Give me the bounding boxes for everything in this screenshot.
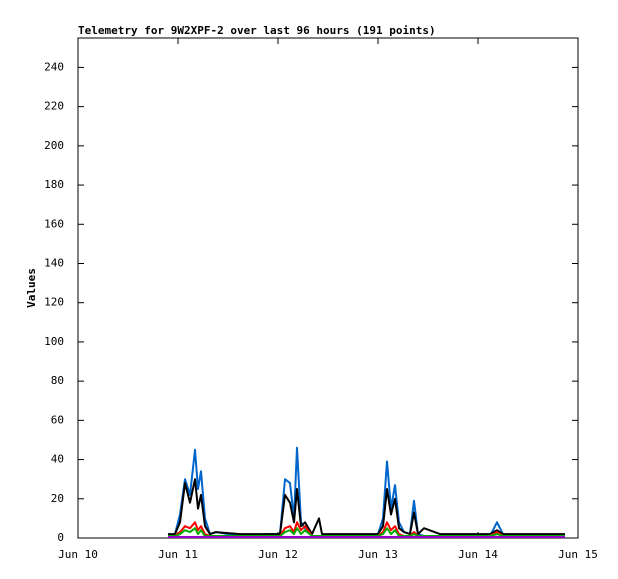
x-tick-label: Jun 13 [358,548,398,561]
chart-title: Telemetry for 9W2XPF-2 over last 96 hour… [78,24,436,37]
x-tick-label: Jun 12 [258,548,298,561]
x-tick-label: Jun 10 [58,548,98,561]
y-tick-label: 220 [44,100,64,113]
y-tick-label: 60 [51,413,64,426]
y-tick-label: 200 [44,139,64,152]
y-tick-label: 0 [57,531,64,544]
x-tick-label: Jun 14 [458,548,498,561]
y-tick-label: 100 [44,335,64,348]
y-tick-label: 160 [44,217,64,230]
x-tick-label: Jun 11 [158,548,198,561]
y-tick-label: 140 [44,256,64,269]
y-tick-label: 40 [51,453,64,466]
y-tick-label: 120 [44,296,64,309]
y-axis-label: Values [25,268,38,308]
y-tick-label: 80 [51,374,64,387]
x-tick-label: Jun 15 [558,548,598,561]
series-line [168,478,565,536]
y-tick-label: 180 [44,178,64,191]
y-tick-label: 240 [44,60,64,73]
y-tick-label: 20 [51,492,64,505]
